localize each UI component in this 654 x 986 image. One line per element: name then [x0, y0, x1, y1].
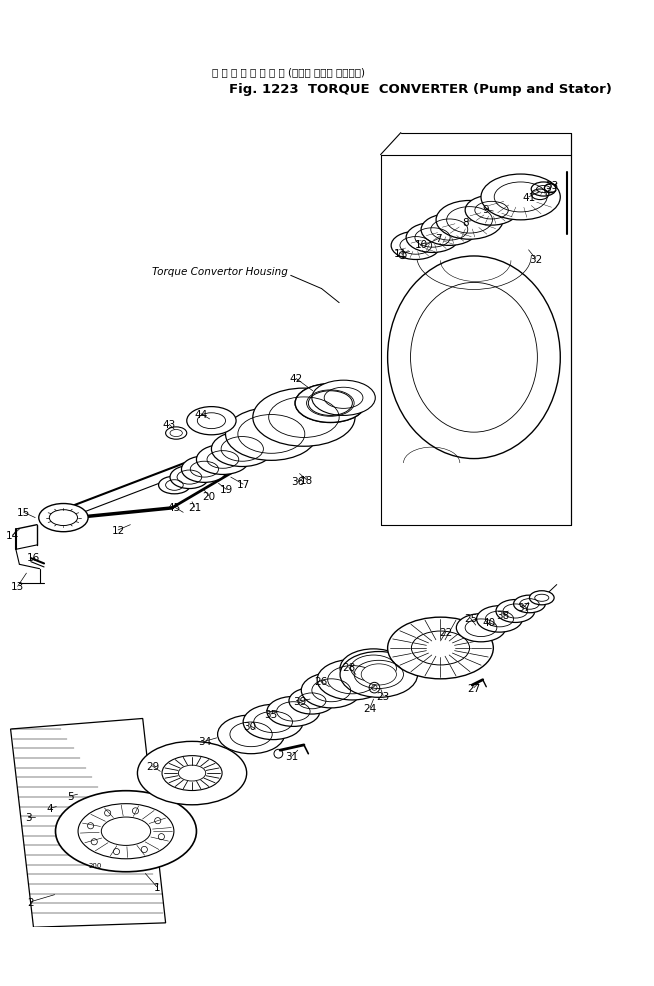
Text: 32: 32	[529, 254, 542, 264]
Text: 36: 36	[291, 477, 304, 487]
Text: 41: 41	[522, 192, 535, 203]
Ellipse shape	[481, 175, 560, 221]
Text: 10: 10	[415, 240, 428, 249]
Ellipse shape	[340, 649, 407, 688]
Ellipse shape	[78, 804, 174, 859]
Text: 19: 19	[220, 485, 233, 495]
Ellipse shape	[312, 381, 375, 416]
Text: 39: 39	[293, 696, 306, 706]
Text: 3: 3	[25, 812, 31, 822]
Text: 44: 44	[194, 409, 207, 419]
Text: 35: 35	[264, 709, 277, 720]
Ellipse shape	[162, 756, 222, 791]
Text: 20: 20	[202, 491, 215, 501]
Text: 38: 38	[496, 610, 509, 620]
Ellipse shape	[267, 697, 320, 727]
Ellipse shape	[361, 665, 396, 685]
Ellipse shape	[218, 715, 284, 754]
Text: 34: 34	[198, 737, 211, 746]
Text: 37: 37	[517, 602, 530, 613]
Ellipse shape	[181, 457, 228, 483]
Ellipse shape	[226, 408, 317, 460]
Ellipse shape	[39, 504, 88, 532]
Text: 200: 200	[88, 862, 102, 868]
Ellipse shape	[531, 182, 556, 197]
Text: 43: 43	[162, 420, 176, 430]
Text: 22: 22	[439, 627, 453, 638]
Ellipse shape	[477, 606, 523, 632]
Ellipse shape	[301, 673, 361, 708]
Ellipse shape	[340, 652, 417, 698]
Text: 25: 25	[464, 613, 477, 623]
Ellipse shape	[295, 385, 366, 423]
Ellipse shape	[196, 445, 249, 475]
Ellipse shape	[391, 232, 441, 260]
Ellipse shape	[158, 476, 190, 494]
Ellipse shape	[243, 705, 303, 740]
Ellipse shape	[456, 614, 506, 642]
Text: 2: 2	[27, 897, 34, 907]
Text: 1: 1	[154, 881, 160, 891]
Ellipse shape	[421, 215, 477, 246]
Ellipse shape	[388, 617, 493, 679]
Ellipse shape	[187, 407, 236, 436]
Ellipse shape	[317, 660, 388, 700]
Text: 23: 23	[377, 691, 390, 701]
Text: 8: 8	[462, 217, 468, 228]
Text: 11: 11	[394, 249, 407, 259]
Text: 40: 40	[483, 618, 496, 628]
Text: 33: 33	[545, 181, 558, 191]
Text: 7: 7	[436, 234, 442, 245]
Text: ト ル ク コ ン バ ー タ (ポンプ および スタータ): ト ル ク コ ン バ ー タ (ポンプ および スタータ)	[212, 67, 364, 78]
Text: 42: 42	[289, 374, 303, 384]
Ellipse shape	[436, 201, 503, 240]
Text: 21: 21	[188, 503, 201, 513]
Text: 14: 14	[6, 530, 19, 540]
Text: 18: 18	[300, 475, 313, 485]
Text: 4: 4	[47, 804, 54, 813]
Ellipse shape	[411, 631, 470, 666]
Ellipse shape	[170, 466, 209, 489]
Ellipse shape	[289, 688, 335, 714]
Text: 5: 5	[67, 791, 74, 802]
Text: 26: 26	[314, 676, 327, 687]
Text: 15: 15	[17, 508, 30, 518]
Ellipse shape	[406, 223, 459, 253]
Ellipse shape	[496, 599, 535, 623]
Text: Fig. 1223  TORQUE  CONVERTER (Pump and Stator): Fig. 1223 TORQUE CONVERTER (Pump and Sta…	[229, 84, 612, 97]
Text: 45: 45	[168, 503, 181, 513]
Ellipse shape	[137, 741, 247, 805]
Ellipse shape	[465, 196, 518, 226]
Text: 27: 27	[468, 683, 481, 693]
Text: 9: 9	[482, 205, 489, 215]
Ellipse shape	[530, 592, 554, 605]
Text: 30: 30	[244, 721, 257, 731]
Ellipse shape	[165, 428, 187, 440]
Text: 13: 13	[11, 582, 24, 592]
Ellipse shape	[211, 432, 273, 467]
Text: 16: 16	[27, 553, 40, 563]
Ellipse shape	[56, 791, 196, 872]
Text: Torque Convertor Housing: Torque Convertor Housing	[152, 266, 288, 277]
Text: 17: 17	[237, 479, 250, 490]
Ellipse shape	[513, 596, 545, 613]
Text: 28: 28	[342, 663, 356, 672]
Text: 12: 12	[111, 526, 125, 535]
Text: 24: 24	[364, 703, 377, 713]
Ellipse shape	[253, 388, 355, 447]
Text: 31: 31	[285, 751, 298, 761]
Text: 29: 29	[146, 761, 159, 771]
Ellipse shape	[295, 385, 366, 423]
